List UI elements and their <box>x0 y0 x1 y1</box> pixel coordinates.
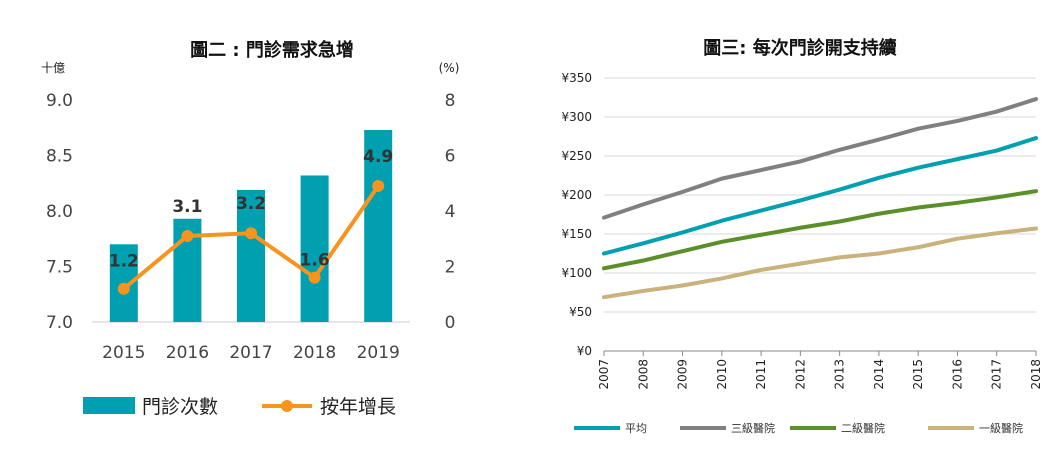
point-yoy-growth <box>117 282 130 295</box>
left-y-tick-label: 7.0 <box>46 313 73 333</box>
x-tick-label: 2014 <box>872 359 886 390</box>
x-tick-label: 2017 <box>229 343 272 363</box>
x-tick-label: 2018 <box>293 343 336 363</box>
left-axis-unit: 十億 <box>41 61 65 75</box>
x-tick-label: 2018 <box>1029 359 1043 390</box>
x-tick-label: 2009 <box>676 359 690 390</box>
x-tick-label: 2008 <box>636 359 650 390</box>
legend-label-tertiary-hospital: 三級醫院 <box>731 421 775 435</box>
right-axis-unit: (%) <box>439 61 460 75</box>
bar-outpatient-visits <box>300 175 329 322</box>
y-tick-label: ¥150 <box>561 227 592 241</box>
x-tick-label: 2017 <box>990 359 1004 390</box>
x-tick-label: 2016 <box>950 359 964 390</box>
x-tick-label: 2015 <box>911 359 925 390</box>
x-tick-label: 2012 <box>793 359 807 390</box>
data-label-yoy-growth: 3.2 <box>236 194 266 214</box>
bar-outpatient-visits <box>237 189 265 322</box>
left-y-tick-label: 9.0 <box>46 91 73 111</box>
legend-label-average: 平均 <box>625 422 647 435</box>
legend-label-outpatient-visits: 門診次數 <box>142 396 218 418</box>
x-tick-label: 2007 <box>597 359 611 390</box>
x-tick-label: 2011 <box>754 359 768 390</box>
legend-label-primary-hospital: 一級醫院 <box>979 421 1023 435</box>
y-tick-label: ¥250 <box>561 149 592 163</box>
right-y-tick-label: 8 <box>445 91 456 111</box>
point-yoy-growth <box>372 180 385 193</box>
chart-title: 圖三: 每次門診開支持續 <box>703 37 896 59</box>
x-tick-label: 2019 <box>357 343 400 363</box>
y-tick-label: ¥0 <box>577 344 592 358</box>
data-label-yoy-growth: 1.6 <box>300 251 330 271</box>
right-y-tick-label: 6 <box>445 147 456 167</box>
bar-outpatient-visits <box>364 129 393 322</box>
series-line-average <box>602 136 1038 256</box>
outpatient-spending-chart: 圖三: 每次門診開支持續 ¥0 ¥50 ¥100 ¥150 ¥200 ¥250 ¥300 ¥35… <box>561 37 1043 435</box>
point-yoy-growth <box>245 227 257 240</box>
x-tick-label: 2013 <box>833 359 847 390</box>
point-yoy-growth <box>181 229 194 242</box>
legend-marker-yoy-growth <box>281 400 293 412</box>
right-y-tick-label: 4 <box>445 202 456 222</box>
chart-title: 圖二 : 門診需求急增 <box>190 39 354 61</box>
x-tick-label: 2010 <box>715 359 729 390</box>
point-yoy-growth <box>308 271 321 284</box>
x-tick-label: 2015 <box>102 343 145 363</box>
left-y-tick-label: 8.5 <box>46 147 73 167</box>
y-tick-label: ¥200 <box>561 188 592 202</box>
data-label-yoy-growth: 4.9 <box>363 147 393 167</box>
left-y-tick-label: 8.0 <box>46 202 73 222</box>
y-tick-label: ¥300 <box>561 110 592 124</box>
left-y-tick-label: 7.5 <box>46 258 73 278</box>
series-line-primary-hospital <box>602 226 1038 300</box>
legend-label-yoy-growth: 按年增長 <box>320 396 396 418</box>
series-line-tertiary-hospital <box>602 97 1038 220</box>
y-tick-label: ¥50 <box>569 305 592 319</box>
data-label-yoy-growth: 1.2 <box>109 252 139 272</box>
right-y-tick-label: 2 <box>445 258 456 278</box>
y-tick-label: ¥350 <box>561 71 592 85</box>
right-y-tick-label: 0 <box>445 313 456 333</box>
legend-label-secondary-hospital: 二級醫院 <box>841 421 885 435</box>
series-line-secondary-hospital <box>602 189 1038 271</box>
y-tick-label: ¥100 <box>561 266 592 280</box>
legend-swatch-outpatient-visits <box>83 397 135 414</box>
x-tick-label: 2016 <box>166 343 209 363</box>
data-label-yoy-growth: 3.1 <box>172 197 202 217</box>
